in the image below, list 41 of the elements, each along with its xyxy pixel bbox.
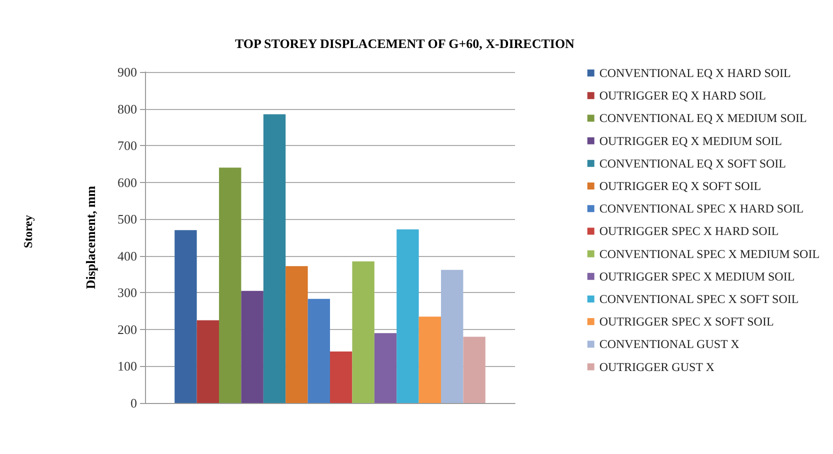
legend-label: OUTRIGGER EQ X SOFT SOIL: [599, 179, 762, 193]
bar: [241, 290, 264, 403]
text: Storey: [21, 214, 35, 248]
y-tick-label: 0: [130, 396, 137, 410]
legend-label: OUTRIGGER SPEC X MEDIUM SOIL: [599, 269, 795, 284]
legend-label: CONVENTIONAL EQ X MEDIUM SOIL: [599, 111, 807, 126]
bar: [330, 352, 352, 403]
y-tick-label: 300: [118, 285, 137, 300]
y-tick-label: 400: [118, 248, 137, 264]
legend-label: OUTRIGGER EQ X HARD SOIL: [599, 88, 766, 103]
bar: [463, 336, 486, 403]
bar: [174, 230, 197, 403]
bar: [263, 114, 286, 403]
bar: [418, 316, 441, 403]
legend-label: OUTRIGGER EQ X MEDIUM SOIL: [599, 134, 782, 148]
y-tick-label: 100: [118, 358, 137, 374]
legend-label: OUTRIGGER SPEC X HARD SOIL: [599, 224, 779, 238]
bar: [308, 298, 330, 403]
bar: [352, 261, 374, 403]
legend-label: CONVENTIONAL EQ X HARD SOIL: [599, 66, 791, 80]
y-tick-label: 500: [118, 212, 137, 227]
y-tick-label: 600: [118, 174, 137, 190]
bar: [441, 270, 464, 403]
legend-label: CONVENTIONAL EQ X SOFT SOIL: [599, 156, 786, 170]
y-tick-label: 800: [118, 101, 137, 116]
y-tick-label: 200: [118, 322, 137, 337]
bar: [286, 266, 308, 403]
y-axis-title: Displacement, mm: [83, 186, 98, 290]
bar: [396, 229, 419, 403]
legend-label: CONVENTIONAL SPEC X MEDIUM SOIL: [599, 246, 820, 261]
y-tick-label: 700: [118, 138, 137, 154]
legend-label: OUTRIGGER SPEC X SOFT SOIL: [599, 314, 774, 329]
legend-label: CONVENTIONAL GUST X: [599, 337, 740, 352]
bar: [219, 168, 242, 403]
bar: [374, 333, 397, 403]
legend-label: CONVENTIONAL SPEC X SOFT SOIL: [599, 292, 799, 306]
chart-title: TOP STOREY DISPLACEMENT OF G+60, X-DIRECTION: [235, 36, 576, 51]
y-tick-label: 900: [118, 64, 137, 80]
legend-label: OUTRIGGER GUST X: [599, 360, 715, 374]
legend-label: CONVENTIONAL SPEC X HARD SOIL: [599, 202, 804, 216]
bar: [196, 320, 219, 403]
